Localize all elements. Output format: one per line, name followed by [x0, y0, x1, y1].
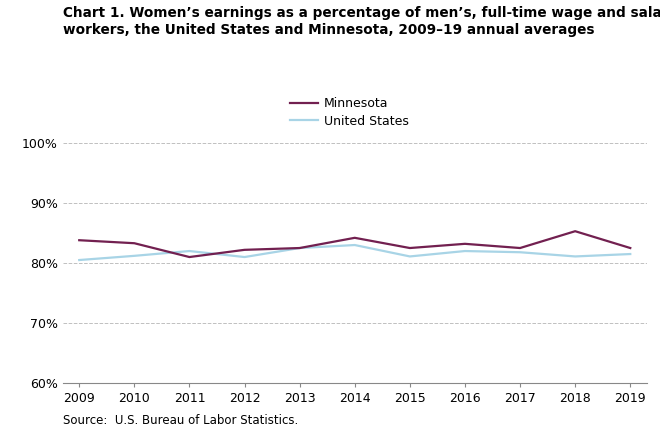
Text: Source:  U.S. Bureau of Labor Statistics.: Source: U.S. Bureau of Labor Statistics.	[63, 414, 298, 427]
Legend: Minnesota, United States: Minnesota, United States	[290, 97, 409, 128]
Text: Chart 1. Women’s earnings as a percentage of men’s, full-time wage and salary
wo: Chart 1. Women’s earnings as a percentag…	[63, 6, 660, 37]
